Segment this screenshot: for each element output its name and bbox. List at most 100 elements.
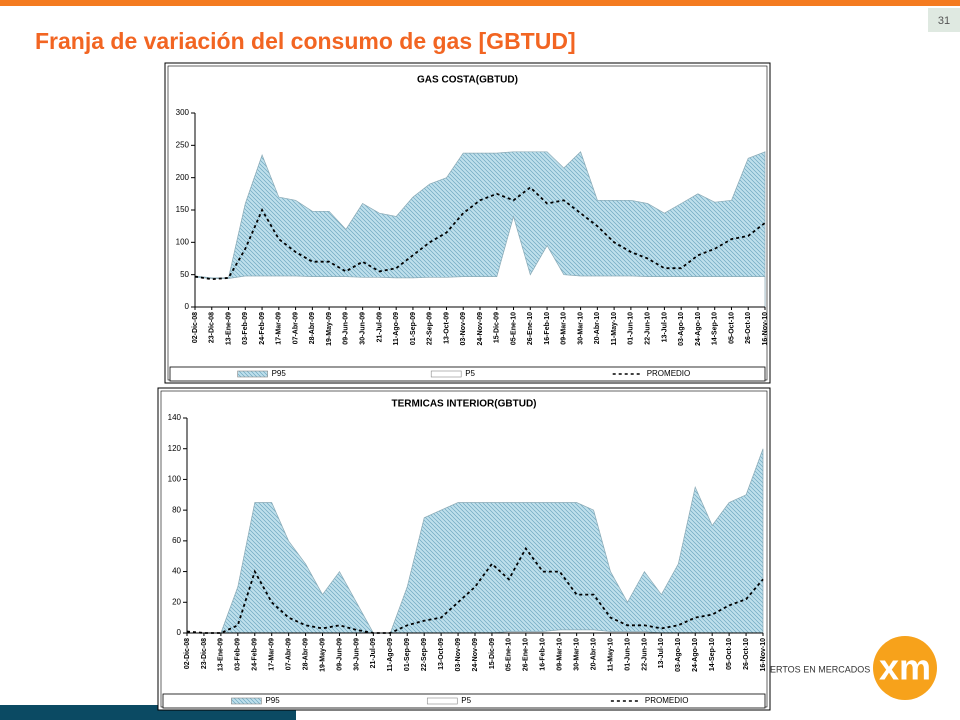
page-number-box bbox=[928, 8, 960, 32]
area bbox=[194, 151, 766, 308]
y-tick-label: 150 bbox=[176, 205, 190, 214]
x-tick-label: 24-Ago-10 bbox=[695, 312, 702, 346]
x-tick-label: 30-Jun-09 bbox=[353, 638, 360, 671]
x-tick-label: 21-Jul-09 bbox=[376, 312, 383, 342]
x-tick-label: 28-Abr-09 bbox=[309, 312, 316, 344]
x-tick-label: 22-Sep-09 bbox=[427, 312, 434, 345]
y-tick-label: 80 bbox=[172, 505, 181, 514]
area bbox=[194, 215, 766, 308]
x-tick-label: 02-Dic-08 bbox=[192, 312, 199, 343]
slide-title: Franja de variación del consumo de gas [… bbox=[35, 28, 576, 54]
x-tick-label: 30-Mar-10 bbox=[573, 638, 580, 671]
x-tick-label: 19-May-09 bbox=[326, 312, 333, 346]
x-tick-label: 22-Jun-10 bbox=[644, 312, 651, 345]
x-tick-label: 15-Dic-09 bbox=[489, 638, 496, 669]
x-tick-label: 13-Oct-09 bbox=[438, 638, 445, 670]
x-tick-label: 24-Feb-09 bbox=[259, 312, 266, 345]
x-tick-label: 24-Nov-09 bbox=[477, 312, 484, 346]
chart: TERMICAS INTERIOR(GBTUD) 0 20 40 60 80 100 120 1… bbox=[157, 387, 771, 711]
line bbox=[194, 186, 766, 281]
x-tick-label: 14-Sep-10 bbox=[709, 638, 716, 671]
x-tick-label: 17-Mar-09 bbox=[276, 312, 283, 345]
x-tick-label: 09-Mar-10 bbox=[557, 638, 564, 671]
x-tick-label: 14-Sep-10 bbox=[712, 312, 719, 345]
x-tick-label: 16-Feb-10 bbox=[544, 312, 551, 345]
legend-label: P95 bbox=[265, 696, 280, 705]
x-tick-label: 16-Nov-10 bbox=[760, 638, 767, 672]
x-tick-label: 05-Oct-10 bbox=[728, 312, 735, 344]
area bbox=[187, 448, 764, 634]
legend-label: P5 bbox=[465, 369, 475, 378]
x-tick-label: 22-Sep-09 bbox=[421, 638, 428, 671]
x-tick-label: 30-Jun-09 bbox=[359, 312, 366, 345]
y-tick-label: 40 bbox=[172, 567, 181, 576]
x-tick-label: 03-Nov-09 bbox=[460, 312, 467, 346]
x-tick-label: 20-Abr-10 bbox=[594, 312, 601, 344]
x-tick-label: 26-Oct-10 bbox=[745, 312, 752, 344]
y-tick-label: 100 bbox=[168, 475, 182, 484]
x-tick-label: 05-Oct-10 bbox=[726, 638, 733, 670]
chart: GAS COSTA(GBTUD) 0 50 100 150 200 250 300 02-Dic… bbox=[164, 62, 771, 384]
top-bar bbox=[0, 0, 960, 6]
x-tick-label: 13-Ene-09 bbox=[218, 638, 225, 671]
legend-swatch bbox=[426, 697, 458, 705]
page-number: 31 bbox=[938, 15, 950, 27]
x-tick-label: 26-Ene-10 bbox=[523, 638, 530, 671]
x-tick-label: 03-Feb-09 bbox=[235, 638, 242, 671]
x-tick-label: 05-Ene-10 bbox=[510, 312, 517, 345]
x-tick-label: 19-May-09 bbox=[319, 638, 326, 672]
x-tick-label: 16-Nov-10 bbox=[762, 312, 769, 346]
chart-title: GAS COSTA(GBTUD) bbox=[417, 75, 518, 86]
x-tick-label: 03-Ago-10 bbox=[675, 638, 682, 672]
y-tick-label: 60 bbox=[172, 536, 181, 545]
x-tick-label: 11-May-10 bbox=[607, 638, 614, 672]
x-tick-label: 02-Dic-08 bbox=[184, 638, 191, 669]
x-tick-label: 24-Nov-09 bbox=[472, 638, 479, 672]
x-tick-label: 13-Jul-10 bbox=[658, 638, 665, 668]
logo-tagline: EXPERTOS EN MERCADOS bbox=[752, 664, 870, 674]
x-tick-label: 09-Jun-09 bbox=[336, 638, 343, 671]
x-tick-label: 09-Jun-09 bbox=[343, 312, 350, 345]
x-tick-label: 07-Abr-09 bbox=[285, 638, 292, 670]
y-tick-label: 0 bbox=[185, 302, 190, 311]
x-tick-label: 01-Sep-09 bbox=[404, 638, 411, 671]
y-tick-label: 200 bbox=[176, 173, 190, 182]
x-tick-label: 03-Ago-10 bbox=[678, 312, 685, 346]
y-tick-label: 20 bbox=[172, 597, 181, 606]
x-tick-label: 15-Dic-09 bbox=[494, 312, 501, 343]
x-tick-label: 03-Feb-09 bbox=[242, 312, 249, 345]
x-tick-label: 23-Dic-08 bbox=[209, 312, 216, 343]
x-tick-label: 01-Sep-09 bbox=[410, 312, 417, 345]
legend-label: P95 bbox=[272, 369, 287, 378]
logo-circle bbox=[873, 636, 937, 700]
y-tick-label: 120 bbox=[168, 444, 182, 453]
legend-swatch bbox=[237, 370, 268, 378]
x-tick-label: 11-May-10 bbox=[611, 312, 618, 346]
legend-swatch bbox=[430, 370, 462, 378]
legend-box bbox=[162, 693, 766, 709]
y-tick-label: 50 bbox=[180, 270, 189, 279]
x-tick-label: 28-Abr-09 bbox=[302, 638, 309, 670]
x-tick-label: 30-Mar-10 bbox=[577, 312, 584, 345]
y-tick-label: 300 bbox=[176, 108, 190, 117]
x-tick-label: 22-Jun-10 bbox=[641, 638, 648, 671]
x-tick-label: 17-Mar-09 bbox=[269, 638, 276, 671]
x-tick-label: 26-Ene-10 bbox=[527, 312, 534, 345]
x-tick-label: 16-Feb-10 bbox=[540, 638, 547, 671]
x-tick-label: 07-Abr-09 bbox=[292, 312, 299, 344]
x-tick-label: 13-Jul-10 bbox=[661, 312, 668, 342]
y-tick-label: 140 bbox=[168, 413, 182, 422]
legend-label: P5 bbox=[461, 696, 471, 705]
x-tick-label: 23-Dic-08 bbox=[201, 638, 208, 669]
x-tick-label: 11-Ago-09 bbox=[393, 312, 400, 346]
x-tick-label: 13-Ene-09 bbox=[225, 312, 232, 345]
x-tick-label: 11-Ago-09 bbox=[387, 638, 394, 672]
x-tick-label: 09-Mar-10 bbox=[561, 312, 568, 345]
legend-label: PROMEDIO bbox=[645, 696, 689, 705]
legend-box bbox=[169, 366, 766, 382]
x-tick-label: 13-Oct-09 bbox=[443, 312, 450, 344]
x-tick-label: 03-Nov-09 bbox=[455, 638, 462, 672]
x-tick-label: 24-Feb-09 bbox=[252, 638, 259, 671]
x-tick-label: 24-Ago-10 bbox=[692, 638, 699, 672]
